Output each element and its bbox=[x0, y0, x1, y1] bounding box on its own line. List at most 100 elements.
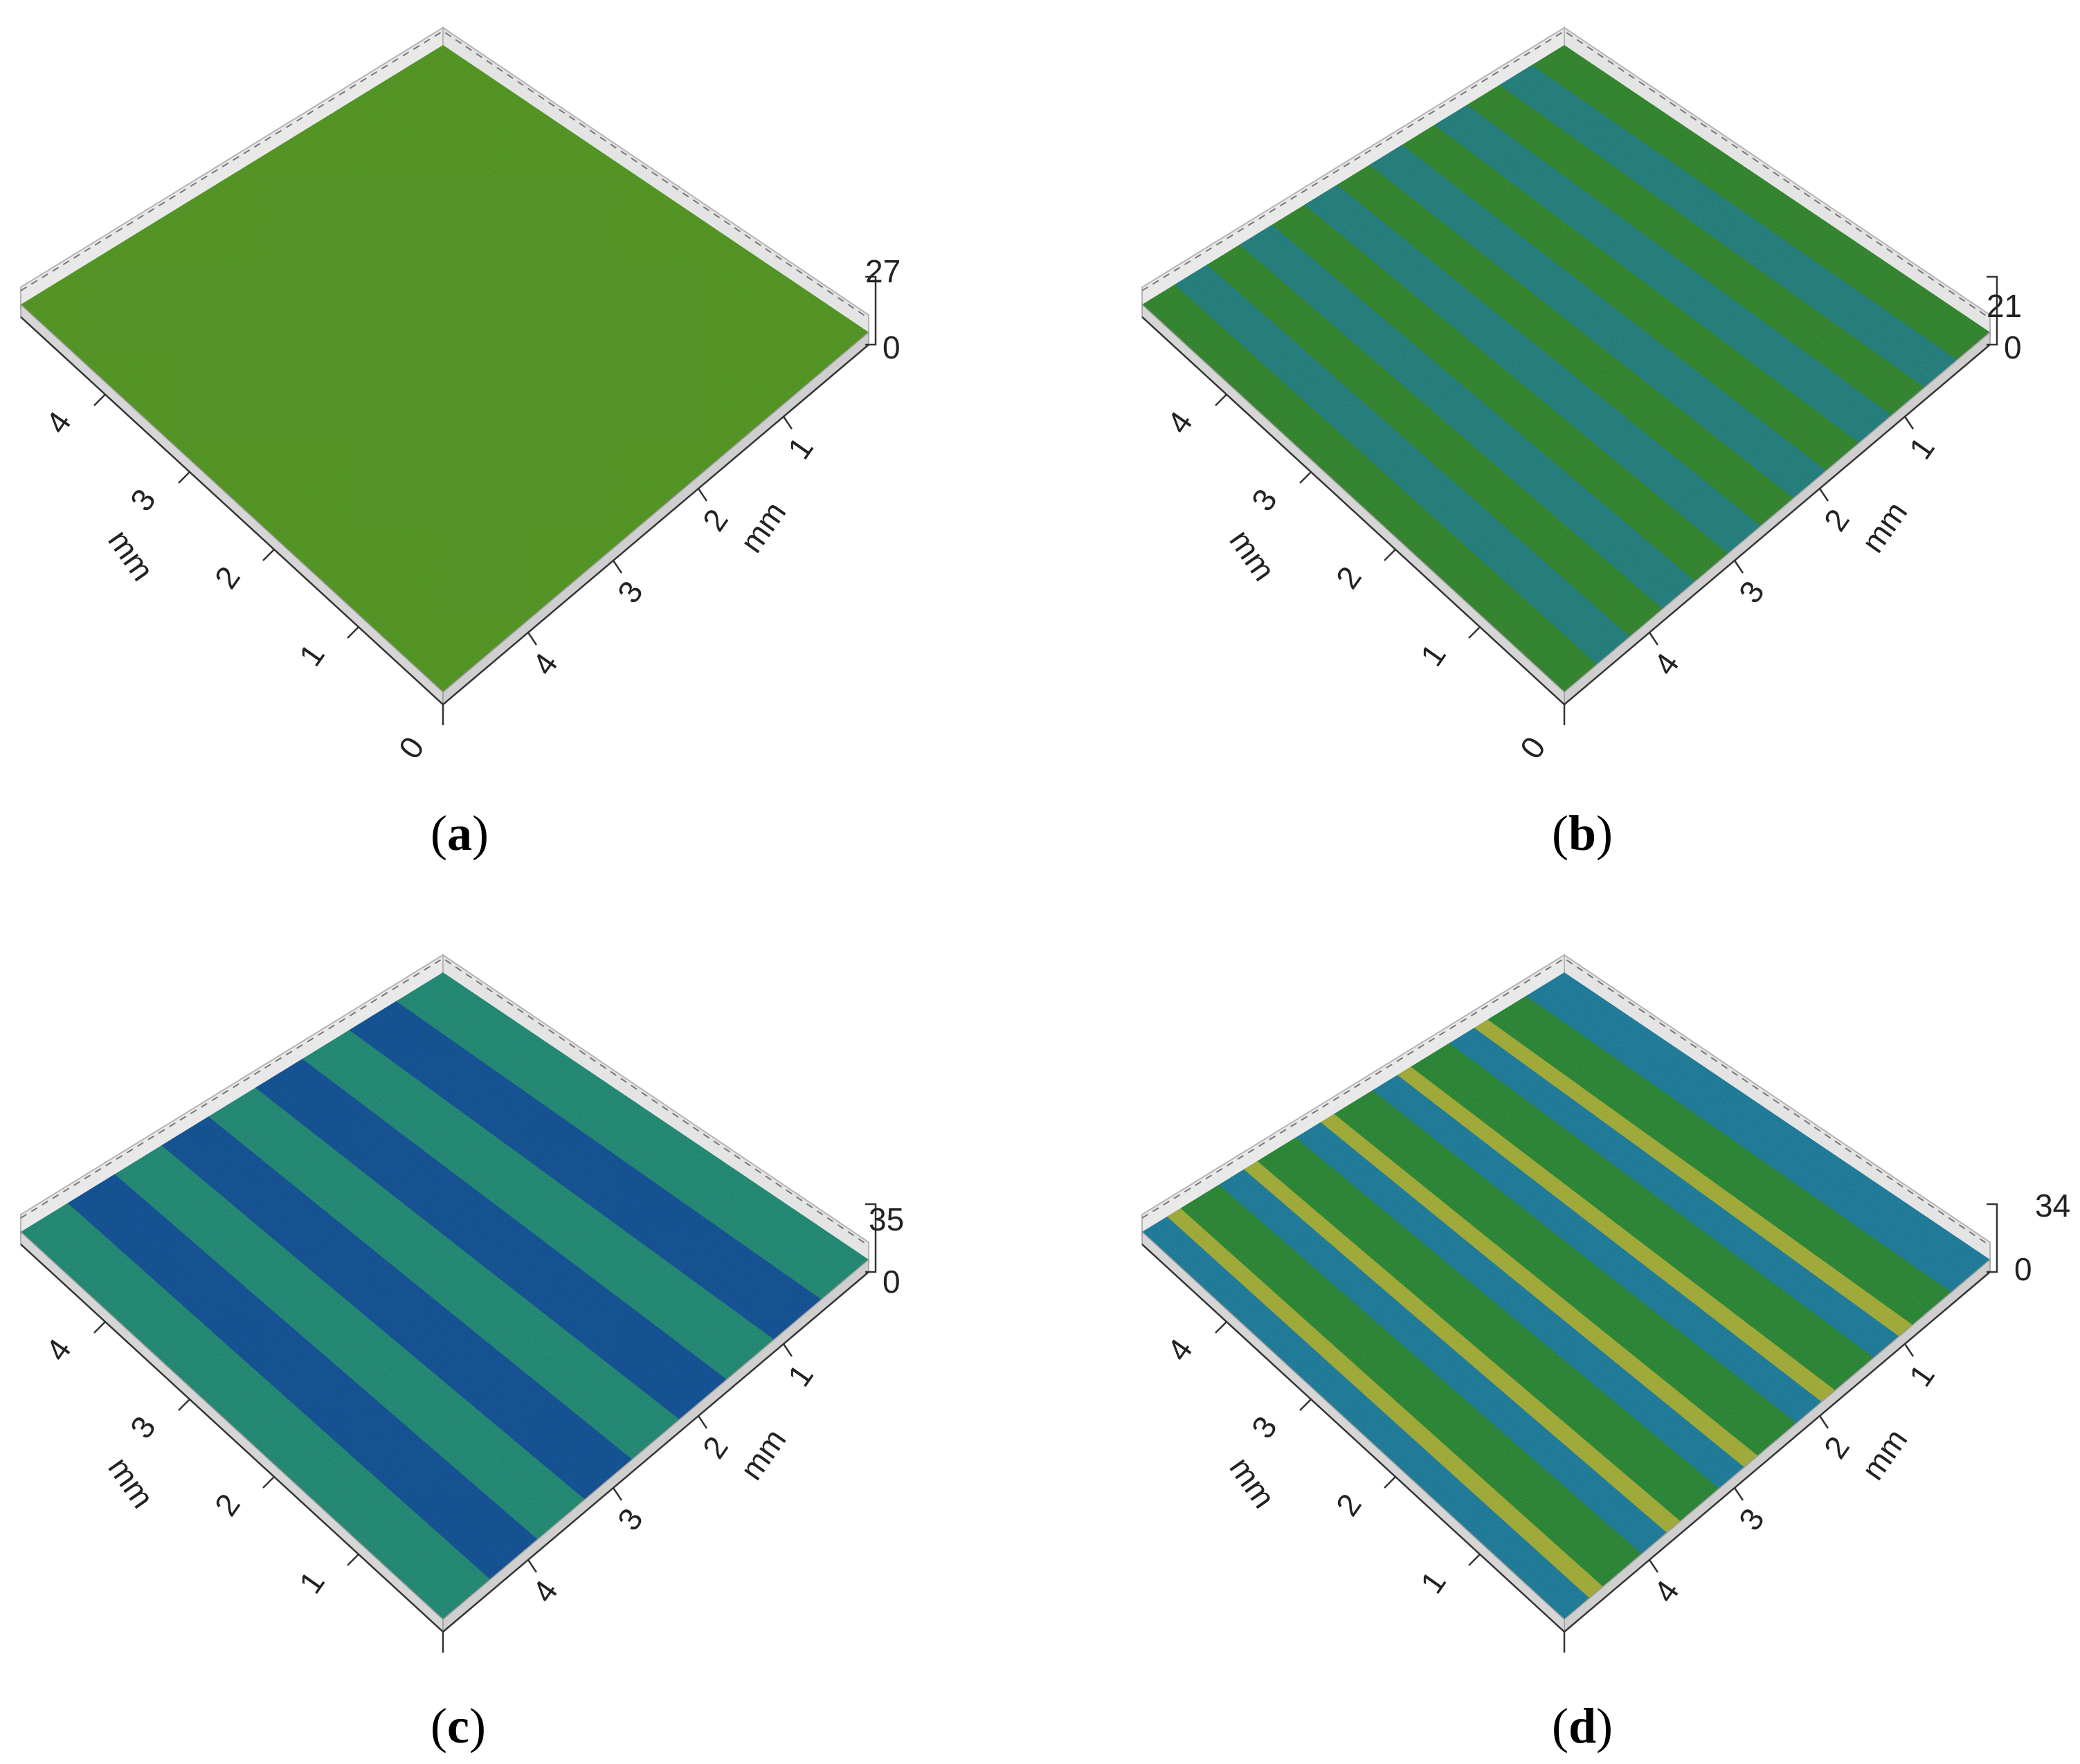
panel-d-topography bbox=[1142, 972, 1990, 1619]
panel-b-stripe bbox=[1174, 264, 1630, 664]
panel-b-z-axis-bracket bbox=[1987, 275, 1998, 346]
panel-d-x-unit-label: mm bbox=[1222, 1451, 1283, 1515]
panel-c-y-tick-label: 4 bbox=[525, 1574, 565, 1609]
panel-c-y-tick-label: 3 bbox=[611, 1502, 650, 1537]
panel-b-x-tick-label: 3 bbox=[1245, 482, 1284, 518]
panel-d-x-tick-label: 3 bbox=[1245, 1410, 1284, 1445]
panel-a-y-tick-label: 1 bbox=[781, 430, 820, 466]
panel-d-y-tick-label: 2 bbox=[1817, 1430, 1856, 1465]
panel-d-y-tick-label: 3 bbox=[1732, 1502, 1771, 1537]
panel-d-x-tick-label: 1 bbox=[1413, 1565, 1453, 1600]
panel-d-y-tick-label: 4 bbox=[1647, 1574, 1686, 1609]
panel-b-x-tick-label: 1 bbox=[1413, 637, 1453, 673]
panel-c-x-tick-label: 2 bbox=[208, 1487, 247, 1522]
panel-d-zmax-label: 34 bbox=[2035, 1188, 2070, 1224]
panel-b-y-tick bbox=[1818, 488, 1829, 502]
panel-d-x-tick-label: 4 bbox=[1160, 1332, 1200, 1367]
panel-d-y-tick bbox=[1818, 1415, 1829, 1429]
panel-c-y-axis-line bbox=[442, 1271, 869, 1633]
panel-d-zmin-label: 0 bbox=[2014, 1251, 2032, 1287]
panel-b-stripe bbox=[1239, 224, 1696, 610]
panel-a-x-tick bbox=[178, 471, 190, 484]
panel-a-y-tick-label: 2 bbox=[696, 502, 735, 538]
panel-a-y-tick bbox=[697, 488, 708, 502]
panel-a-x-unit-label: mm bbox=[101, 523, 161, 588]
panel-a-x-tick bbox=[347, 626, 359, 639]
panel-b-x-tick-label: 2 bbox=[1329, 560, 1368, 595]
panel-b-x-tick bbox=[1215, 394, 1227, 406]
panel-a-x-tick-label: 2 bbox=[208, 560, 247, 595]
panel-b-surface bbox=[1141, 26, 1991, 706]
panel-c-y-tick bbox=[527, 1559, 538, 1573]
panel-b-y-unit-label: mm bbox=[1854, 495, 1915, 559]
panel-b-y-tick-label: 4 bbox=[1647, 646, 1686, 682]
panel-d-stripe bbox=[1180, 1184, 1642, 1587]
panel-d-stripe bbox=[1487, 996, 1952, 1325]
panel-d-y-axis-line bbox=[1564, 1271, 1991, 1633]
panel-a-y-tick bbox=[527, 632, 538, 646]
panel-c: 1 2 3 4 mm 1 2 3 4 mm 35 0 (c) bbox=[20, 954, 904, 1754]
panel-c-y-tick-label: 1 bbox=[781, 1358, 820, 1393]
panel-d-x-tick bbox=[1215, 1321, 1227, 1334]
panel-a-y-tick-label: 4 bbox=[525, 646, 565, 682]
panel-b-x-tick bbox=[1384, 549, 1396, 561]
panel-a-caption: (a) bbox=[431, 806, 489, 861]
panel-c-x-tick bbox=[93, 1321, 106, 1334]
panel-d-x-tick bbox=[1299, 1399, 1312, 1411]
panel-d-x-tick bbox=[1468, 1554, 1481, 1566]
panel-a-zmax-label: 27 bbox=[865, 253, 901, 289]
panel-d-y-tick bbox=[1903, 1343, 1915, 1357]
panel-b-x-axis-line bbox=[1141, 316, 1565, 705]
panel-b-y-axis-line bbox=[1564, 344, 1991, 705]
panel-b-y-tick-label: 2 bbox=[1817, 502, 1856, 538]
panel-c-stripe bbox=[255, 1059, 727, 1420]
panel-b-x-tick bbox=[1299, 471, 1312, 484]
panel-c-stripe bbox=[161, 1116, 633, 1500]
panel-c-x-tick bbox=[262, 1476, 275, 1489]
panel-a-x-tick-label: 3 bbox=[123, 482, 163, 518]
panel-a-x-axis-line bbox=[20, 316, 444, 705]
panel-c-x-tick bbox=[178, 1399, 190, 1411]
panel-d-x-axis-line bbox=[1141, 1244, 1565, 1633]
panel-c-zmax-label: 35 bbox=[869, 1201, 904, 1237]
panel-a-topography bbox=[21, 45, 869, 692]
panel-a-wall-dash bbox=[20, 30, 869, 319]
panel-a-y-tick bbox=[612, 560, 623, 574]
panel-d-ridge bbox=[1167, 1208, 1603, 1599]
panel-c-y-tick bbox=[612, 1487, 623, 1501]
panel-c-surface-base bbox=[21, 972, 869, 1619]
panel-b: 1 2 3 4 mm 0 1 2 3 4 mm 21 0 (b) bbox=[1141, 26, 2022, 861]
panel-b-x-tick bbox=[1468, 626, 1481, 639]
panel-a-x-tick bbox=[262, 549, 275, 561]
panel-a-y-tick bbox=[782, 416, 793, 430]
panel-d-caption: (d) bbox=[1552, 1698, 1613, 1754]
panel-d-ridge bbox=[1474, 1019, 1913, 1337]
panel-b-x-unit-label: mm bbox=[1222, 523, 1283, 588]
panel-a-x-tick-label: 4 bbox=[39, 405, 78, 440]
panel-b-wall-dash bbox=[1141, 30, 1991, 319]
panel-c-surface bbox=[20, 954, 869, 1633]
panel-b-y-tick bbox=[1648, 632, 1659, 646]
panel-b-y-tick bbox=[1733, 560, 1744, 574]
panel-c-zmin-label: 0 bbox=[883, 1264, 901, 1300]
panel-c-y-tick-label: 2 bbox=[696, 1430, 735, 1465]
panel-c-y-tick bbox=[697, 1415, 708, 1429]
panel-b-origin-label: 0 bbox=[1513, 730, 1553, 765]
panel-c-y-tick bbox=[782, 1343, 793, 1357]
panel-d-y-tick bbox=[1648, 1559, 1659, 1573]
panel-b-stripe bbox=[1304, 184, 1761, 554]
panel-a-zmin-label: 0 bbox=[883, 329, 901, 365]
panel-c-x-unit-label: mm bbox=[101, 1451, 161, 1515]
panel-b-y-tick-label: 1 bbox=[1902, 430, 1942, 466]
panel-b-stripe bbox=[1499, 64, 1957, 388]
panel-b-stripe bbox=[1369, 145, 1827, 498]
panel-c-y-unit-label: mm bbox=[733, 1422, 793, 1486]
panel-c-x-tick-label: 3 bbox=[123, 1410, 163, 1445]
panel-d-ridge bbox=[1397, 1066, 1836, 1402]
panel-c-wall-dash bbox=[20, 957, 869, 1246]
panel-b-topography bbox=[1142, 45, 1990, 692]
panel-b-x-tick-label: 4 bbox=[1160, 405, 1200, 440]
panel-d-ridge bbox=[1320, 1113, 1758, 1468]
